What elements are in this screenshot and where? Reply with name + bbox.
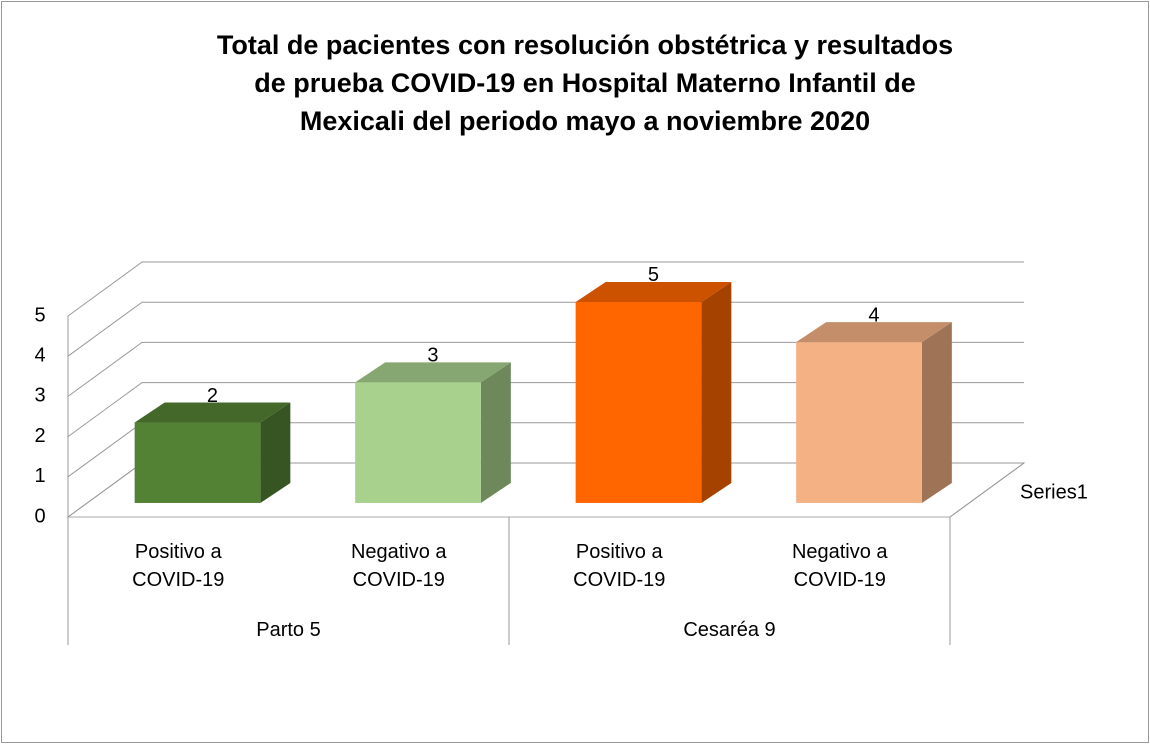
bar-top bbox=[134, 402, 291, 423]
bar-top bbox=[796, 322, 952, 343]
data-label: 4 bbox=[868, 304, 879, 326]
bar bbox=[134, 422, 261, 503]
x-tick-label: Positivo a COVID-19 bbox=[573, 541, 666, 591]
bar-side bbox=[701, 281, 732, 503]
group-label: Cesaréa 9 bbox=[683, 619, 776, 641]
y-tick-label: 1 bbox=[34, 465, 45, 487]
data-label: 3 bbox=[427, 345, 438, 367]
legend-label: Series1 bbox=[1020, 481, 1088, 503]
bar-side bbox=[921, 322, 952, 503]
x-tick-label: Negativo a COVID-19 bbox=[791, 541, 888, 591]
y-tick-label: 2 bbox=[34, 425, 45, 447]
data-label: 2 bbox=[207, 385, 218, 407]
y-tick-label: 5 bbox=[34, 304, 45, 326]
x-tick-label: Negativo a COVID-19 bbox=[350, 541, 447, 591]
bar-top bbox=[355, 362, 511, 383]
bar-top bbox=[575, 281, 732, 302]
y-tick-label: 3 bbox=[34, 385, 45, 407]
bar bbox=[575, 301, 702, 503]
bar-side bbox=[480, 362, 511, 503]
bar bbox=[796, 342, 922, 503]
data-label: 5 bbox=[648, 264, 659, 286]
bar bbox=[355, 382, 481, 503]
x-tick-label: Positivo a COVID-19 bbox=[132, 541, 225, 591]
bar-side bbox=[260, 402, 291, 503]
y-tick-label: 0 bbox=[34, 505, 45, 527]
chart-title: Total de pacientes con resolución obstét… bbox=[216, 30, 954, 136]
y-tick-label: 4 bbox=[34, 344, 45, 366]
depth-axis bbox=[949, 462, 1025, 518]
group-label: Parto 5 bbox=[256, 619, 321, 641]
grid-line bbox=[67, 261, 1024, 317]
